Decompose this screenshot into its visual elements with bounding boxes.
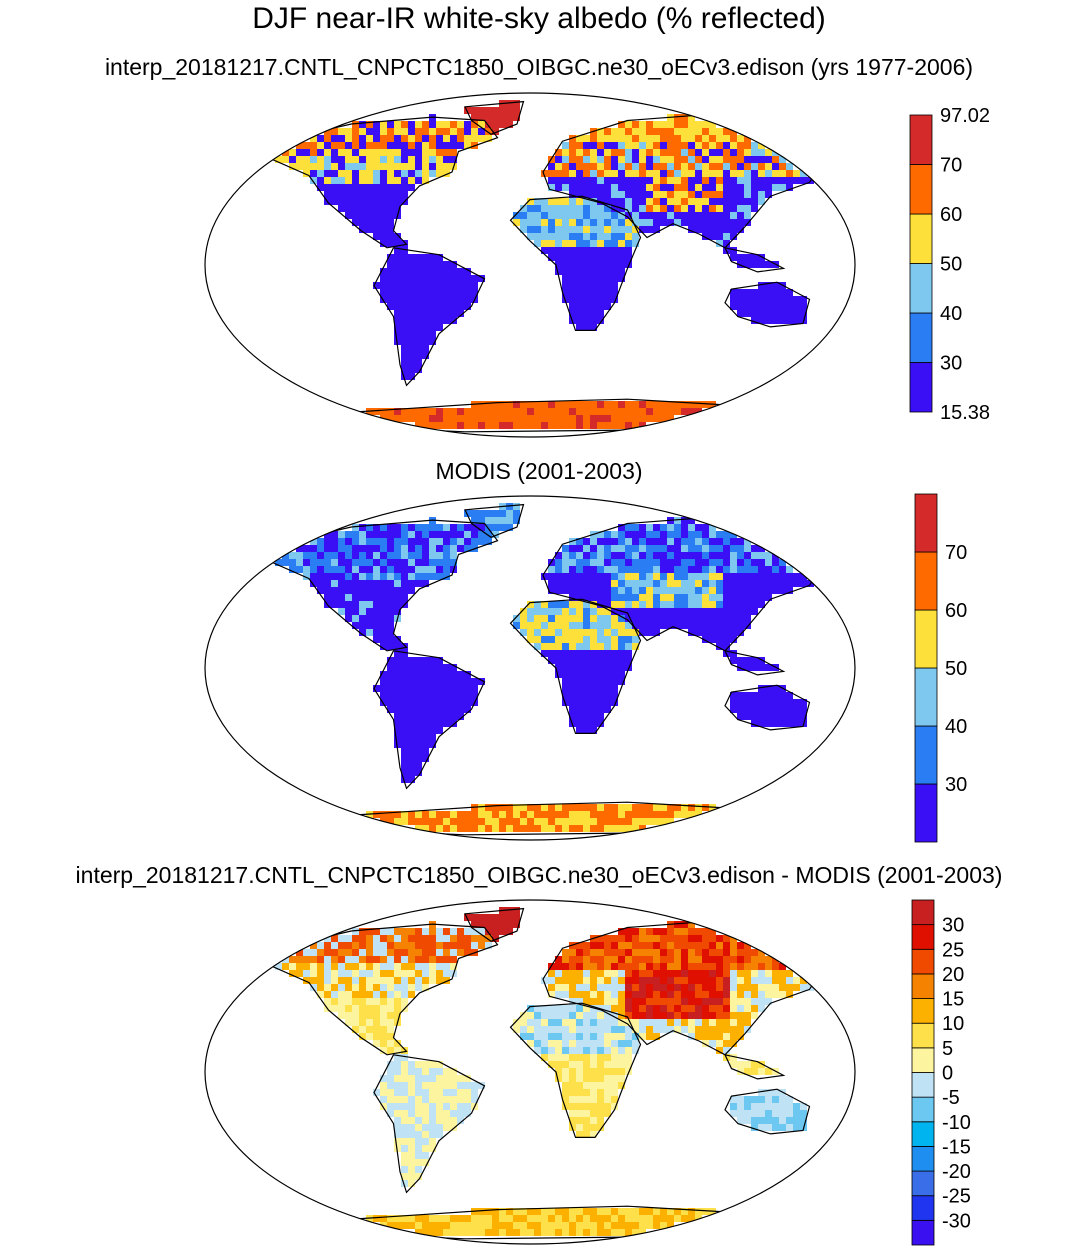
coastline-australia bbox=[724, 281, 811, 328]
colorbar-box bbox=[914, 667, 938, 727]
colorbar-tick-label: 97.02 bbox=[940, 105, 990, 127]
colorbar-box bbox=[911, 1096, 935, 1123]
colorbar-tick-label: -30 bbox=[942, 1210, 971, 1232]
colorbar-tick-label: -10 bbox=[942, 1112, 971, 1134]
colorbar-box bbox=[909, 263, 933, 314]
map-class-2 bbox=[289, 503, 793, 650]
coastline-northAmerica bbox=[269, 519, 499, 652]
map-class-13 bbox=[464, 907, 730, 1019]
map-class-4 bbox=[373, 804, 709, 832]
colorbar-box bbox=[911, 1146, 935, 1172]
colorbar-tick-label: 70 bbox=[940, 155, 962, 177]
map-class-11 bbox=[296, 921, 779, 1019]
map-panel-diff bbox=[204, 899, 856, 1245]
colorbar-box bbox=[911, 1047, 935, 1073]
colorbar-box bbox=[909, 114, 933, 165]
coastline-southAmerica bbox=[373, 1054, 486, 1194]
coastline-northAmerica bbox=[269, 923, 499, 1056]
colorbar-tick-label: -5 bbox=[942, 1087, 960, 1109]
colorbar-box bbox=[914, 493, 938, 553]
coastline-seasia bbox=[723, 1053, 786, 1080]
colorbar-tick-label: 30 bbox=[945, 774, 967, 796]
colorbar-tick-label: 15 bbox=[942, 989, 964, 1011]
colorbar-box bbox=[911, 998, 935, 1024]
colorbar-box bbox=[909, 362, 933, 413]
colorbar-tick-label: 0 bbox=[942, 1063, 953, 1085]
colorbar-tick-label: -25 bbox=[942, 1186, 971, 1208]
colorbar-box bbox=[911, 1022, 935, 1049]
colorbar-tick-label: 40 bbox=[945, 716, 967, 738]
colorbar-box bbox=[911, 973, 935, 999]
colorbar-model: 15.38 30 40 50 60 70 97.02 bbox=[909, 105, 990, 424]
colorbar-tick-label: 5 bbox=[942, 1038, 953, 1060]
colorbar-tick-label: 30 bbox=[942, 915, 964, 937]
colorbar-tick-label: 60 bbox=[940, 204, 962, 226]
colorbar-tick-label: 40 bbox=[940, 303, 962, 325]
coastline-southAmerica bbox=[373, 247, 486, 387]
colorbar-box bbox=[914, 725, 938, 785]
colorbar-tick-label: 20 bbox=[942, 964, 964, 986]
colorbar-tick-label: 15.38 bbox=[940, 402, 990, 424]
coastline-southAmerica bbox=[373, 650, 486, 790]
colorbar-tick-label: 50 bbox=[940, 254, 962, 276]
map-class-4 bbox=[282, 114, 793, 429]
map-land-cells bbox=[275, 100, 814, 429]
panel-difference-title: interp_20181217.CNTL_CNPCTC1850_OIBGC.ne… bbox=[75, 862, 1003, 888]
map-class-7 bbox=[289, 963, 800, 1187]
map-frame bbox=[204, 495, 856, 841]
colorbar-box bbox=[909, 312, 933, 363]
coastline-greenland bbox=[464, 503, 525, 538]
colorbar-box bbox=[911, 899, 935, 926]
map-class-5 bbox=[520, 1005, 807, 1131]
coastline-africa bbox=[509, 598, 642, 735]
colorbar-box bbox=[909, 213, 933, 264]
coastline-northAmerica bbox=[269, 116, 499, 249]
colorbar-box bbox=[911, 1072, 935, 1098]
map-land-cells bbox=[275, 907, 814, 1236]
colorbar-tick-label: -15 bbox=[942, 1136, 971, 1158]
colorbar-tick-label: -20 bbox=[942, 1161, 971, 1183]
coastline-greenland bbox=[464, 100, 525, 135]
map-class-6 bbox=[275, 928, 814, 1187]
coastline-seasia bbox=[723, 246, 786, 273]
colorbar-tick-label: 60 bbox=[945, 600, 967, 622]
colorbar-box bbox=[914, 609, 938, 669]
map-class-9 bbox=[282, 963, 807, 1236]
map-class-1 bbox=[275, 503, 786, 650]
colorbar-box bbox=[911, 1121, 935, 1147]
colorbar-tick-label: 50 bbox=[945, 658, 967, 680]
colorbar-obs: 30 40 50 60 70 bbox=[914, 493, 967, 843]
figure-title: DJF near-IR white-sky albedo (% reflecte… bbox=[252, 2, 826, 35]
map-panel-obs bbox=[204, 495, 856, 841]
colorbar-tick-label: 25 bbox=[942, 939, 964, 961]
map-panel-model bbox=[204, 92, 856, 438]
colorbar-box bbox=[911, 948, 935, 975]
colorbar-tick-label: 70 bbox=[945, 542, 967, 564]
coastline-greenland bbox=[464, 907, 525, 942]
colorbar-tick-label: 30 bbox=[940, 353, 962, 375]
coastline-australia bbox=[724, 684, 811, 731]
map-frame bbox=[204, 899, 856, 1245]
map-class-10 bbox=[289, 921, 772, 970]
colorbar-box bbox=[911, 1219, 935, 1246]
colorbar-box bbox=[909, 164, 933, 215]
map-class-1 bbox=[513, 205, 632, 247]
coastline-seasia bbox=[723, 649, 786, 676]
colorbar-box bbox=[914, 783, 938, 843]
colorbar-box bbox=[911, 924, 935, 950]
panel-model-title: interp_20181217.CNTL_CNPCTC1850_OIBGC.ne… bbox=[104, 54, 974, 80]
colorbar-box bbox=[914, 551, 938, 611]
map-class-12 bbox=[548, 921, 786, 1019]
coastline-africa bbox=[509, 1002, 642, 1139]
colorbar-tick-label: 10 bbox=[942, 1013, 964, 1035]
coastline-africa bbox=[509, 195, 642, 331]
map-class-8 bbox=[331, 998, 772, 1236]
colorbar-box bbox=[911, 1170, 935, 1197]
coastline-australia bbox=[724, 1088, 811, 1135]
map-frame bbox=[204, 92, 856, 438]
panel-modis-title: MODIS (2001-2003) bbox=[435, 458, 643, 484]
colorbar-box bbox=[911, 1195, 935, 1221]
